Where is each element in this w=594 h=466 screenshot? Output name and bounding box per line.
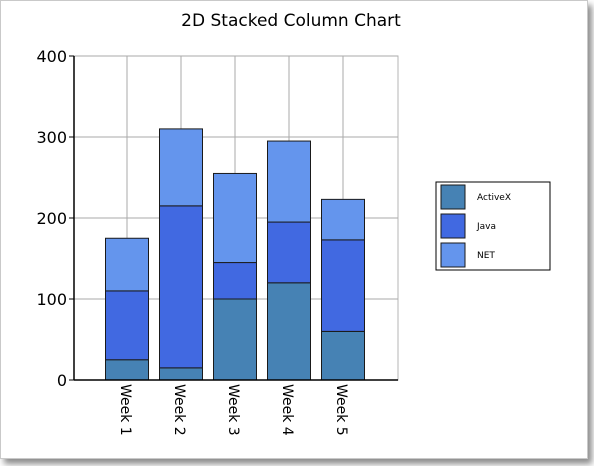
legend-label: NET — [477, 251, 495, 261]
x-category-label: Week 1 — [117, 384, 133, 436]
stacked-column-chart: 2D Stacked Column Chart 0 100 200 300 400 Wee… — [36, 11, 551, 436]
legend-swatch — [440, 242, 466, 268]
bar-segment-net — [159, 128, 203, 207]
bar-segment-java — [213, 262, 257, 300]
bar-segment-net — [105, 237, 149, 292]
axes: 0 100 200 300 400 Week 1 Week 2 Week 3 Week 4 Wee… — [36, 47, 398, 436]
bar-segment-activex — [159, 367, 203, 381]
bar-segment-activex — [267, 282, 311, 381]
chart-frame: 2D Stacked Column Chart 0 100 200 300 400 Wee… — [0, 0, 588, 459]
bar-segment-net — [213, 172, 257, 264]
legend-label: Java — [476, 222, 496, 232]
y-tick-label: 300 — [36, 128, 67, 147]
x-category-label: Week 2 — [171, 384, 187, 436]
y-tick-label: 400 — [36, 47, 67, 66]
bars — [105, 128, 365, 381]
bar-segment-net — [267, 140, 311, 223]
x-category-label: Week 3 — [225, 384, 241, 436]
bar-segment-activex — [213, 298, 257, 381]
y-tick-label: 100 — [36, 290, 67, 309]
x-category-label: Week 4 — [279, 384, 295, 436]
bar-segment-java — [105, 290, 149, 361]
legend: ActiveX Java NET — [435, 181, 551, 271]
y-tick-label: 200 — [36, 209, 67, 228]
legend-label: ActiveX — [477, 193, 511, 203]
y-tick-label: 0 — [57, 371, 67, 390]
bar-segment-java — [159, 205, 203, 369]
x-category-label: Week 5 — [333, 384, 349, 436]
legend-swatch — [440, 213, 466, 239]
legend-swatch — [440, 184, 466, 210]
chart-title: 2D Stacked Column Chart — [181, 11, 401, 31]
bar-segment-activex — [321, 330, 365, 381]
bar-segment-java — [321, 239, 365, 332]
bar-segment-java — [267, 221, 311, 284]
bar-segment-activex — [105, 359, 149, 381]
bar-segment-net — [321, 198, 365, 241]
